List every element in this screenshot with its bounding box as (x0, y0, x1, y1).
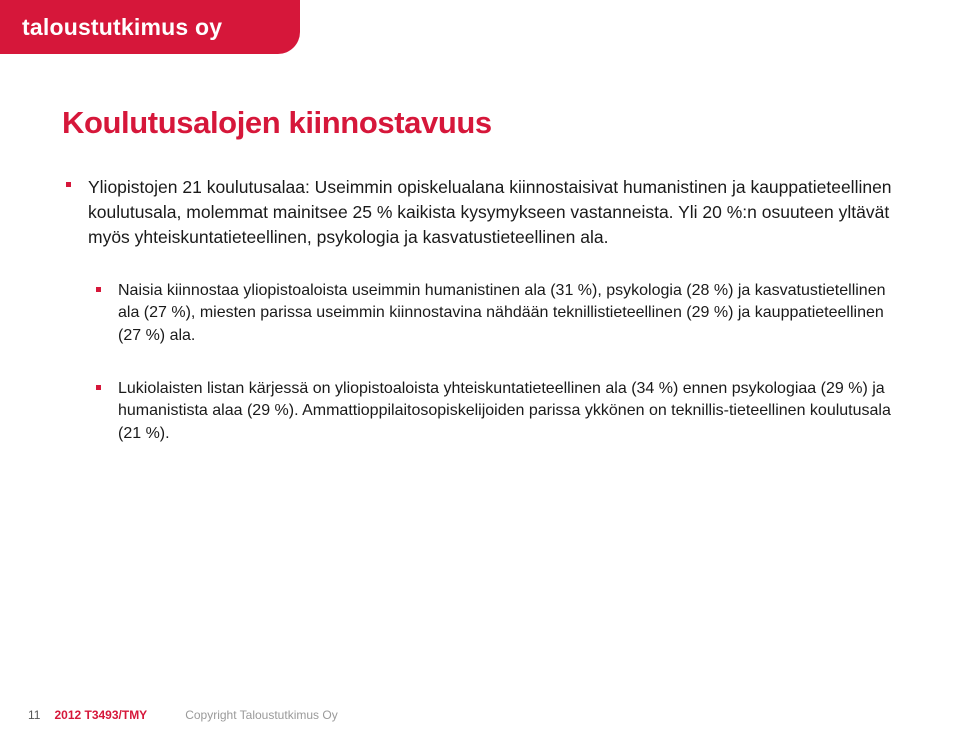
bullet-marker-icon (62, 175, 88, 197)
bullet-marker-icon (92, 378, 118, 400)
logo-text: taloustutkimus oy (22, 14, 222, 41)
bullet-item: Yliopistojen 21 koulutusalaa: Useimmin o… (62, 175, 911, 250)
bullet-text: Naisia kiinnostaa yliopistoaloista useim… (118, 280, 911, 348)
copyright-text: Copyright Taloustutkimus Oy (185, 708, 338, 722)
page-title: Koulutusalojen kiinnostavuus (62, 105, 492, 141)
bullet-text: Yliopistojen 21 koulutusalaa: Useimmin o… (88, 175, 911, 250)
bullet-marker-icon (92, 280, 118, 302)
bullet-item: Lukiolaisten listan kärjessä on yliopist… (92, 378, 911, 446)
content-area: Yliopistojen 21 koulutusalaa: Useimmin o… (62, 175, 911, 476)
logo-tab: taloustutkimus oy (0, 0, 300, 54)
bullet-text: Lukiolaisten listan kärjessä on yliopist… (118, 378, 911, 446)
document-reference: 2012 T3493/TMY (54, 708, 147, 722)
footer: 11 2012 T3493/TMY Copyright Taloustutkim… (28, 708, 338, 722)
page-number: 11 (28, 708, 40, 722)
bullet-item: Naisia kiinnostaa yliopistoaloista useim… (92, 280, 911, 348)
